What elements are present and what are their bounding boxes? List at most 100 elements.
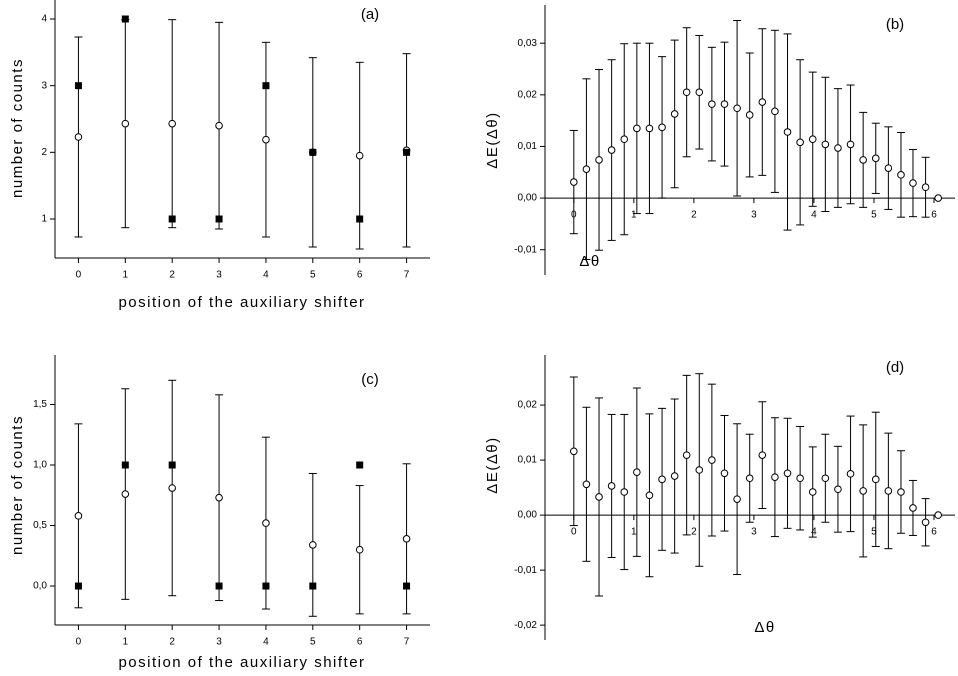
circle-marker — [733, 104, 741, 113]
circle-marker — [909, 179, 917, 187]
circle-marker — [884, 164, 893, 172]
x-tick-label: 6 — [357, 270, 363, 281]
x-tick-label: 3 — [751, 527, 757, 538]
y-tick-label: 0,02 — [518, 89, 538, 100]
x-tick-label: 4 — [811, 210, 817, 221]
y-tick-label: 0,03 — [518, 38, 538, 49]
circle-marker — [745, 474, 754, 483]
x-tick-label: 2 — [691, 527, 697, 538]
circle-marker — [808, 488, 817, 496]
circle-marker — [620, 135, 629, 144]
circle-marker — [834, 485, 842, 494]
circle-marker — [796, 474, 804, 483]
circle-marker — [633, 124, 641, 133]
circle-marker — [168, 119, 176, 128]
circle-marker — [682, 451, 691, 459]
x-tick-label: 4 — [811, 527, 817, 538]
y-tick-label: 0,02 — [518, 400, 538, 411]
circle-marker — [121, 490, 130, 498]
square-marker — [74, 82, 82, 90]
x-tick-label: 2 — [691, 210, 697, 221]
square-marker — [168, 215, 176, 223]
square-marker — [168, 461, 176, 469]
panel-label: (b) — [886, 16, 904, 33]
square-marker — [356, 215, 364, 223]
y-tick-label: 1,5 — [33, 399, 47, 410]
y-tick-label: 1 — [41, 214, 47, 225]
circle-marker — [607, 146, 616, 154]
square-marker — [403, 148, 411, 156]
circle-marker — [570, 178, 578, 186]
circle-marker — [262, 135, 270, 144]
x-tick-label: 0 — [76, 637, 82, 648]
x-axis-label: Δθ — [754, 619, 775, 636]
circle-marker — [897, 488, 905, 496]
y-axis-label: ΔE(Δθ) — [484, 111, 501, 168]
circle-marker — [262, 519, 270, 527]
circle-marker — [708, 100, 716, 108]
circle-marker — [758, 98, 767, 106]
circle-marker — [658, 475, 666, 484]
square-marker — [215, 215, 223, 223]
y-axis-label: number of counts — [9, 415, 26, 555]
circle-marker — [645, 124, 654, 133]
y-tick-label: 1,0 — [33, 460, 47, 471]
square-marker — [403, 582, 411, 590]
circle-marker — [695, 88, 704, 97]
y-tick-label: 3 — [41, 80, 47, 91]
circle-marker — [570, 447, 578, 456]
circle-marker — [215, 493, 223, 502]
circle-marker — [74, 512, 83, 520]
circle-marker — [607, 482, 616, 490]
circle-marker — [884, 487, 893, 495]
circle-marker — [796, 138, 804, 147]
y-tick-label: 0,01 — [518, 455, 538, 466]
square-marker — [74, 582, 82, 590]
panel-label: (d) — [886, 359, 904, 376]
circle-marker — [808, 135, 817, 144]
x-tick-label: 6 — [931, 210, 937, 221]
circle-marker — [859, 487, 867, 495]
x-tick-label: 4 — [263, 637, 269, 648]
square-marker — [121, 15, 129, 23]
y-axis-label: ΔE(Δθ) — [484, 436, 501, 493]
circle-marker — [355, 151, 364, 160]
x-tick-label: 6 — [357, 637, 363, 648]
circle-marker — [309, 541, 317, 549]
circle-marker — [783, 128, 792, 136]
circle-marker — [402, 535, 411, 543]
circle-marker — [670, 472, 679, 480]
y-tick-label: 0,00 — [518, 510, 538, 521]
x-tick-label: 7 — [404, 270, 410, 281]
square-marker — [121, 461, 129, 469]
circle-marker — [859, 156, 867, 164]
circle-marker — [582, 165, 591, 173]
circle-marker — [846, 140, 855, 149]
circle-marker — [682, 88, 691, 97]
y-tick-label: 2 — [41, 147, 47, 158]
x-tick-label: 5 — [871, 210, 877, 221]
x-tick-label: 1 — [631, 527, 637, 538]
y-tick-label: 0,01 — [518, 141, 538, 152]
x-tick-label: 2 — [169, 637, 175, 648]
circle-marker — [620, 488, 629, 496]
circle-marker — [720, 100, 729, 108]
y-tick-label: -0,02 — [514, 620, 537, 631]
circle-marker — [720, 469, 729, 478]
y-tick-label: 0,00 — [518, 193, 538, 204]
circle-marker — [670, 110, 679, 118]
circle-marker — [745, 111, 754, 119]
x-tick-label: 3 — [216, 270, 222, 281]
circle-marker — [921, 183, 930, 192]
y-tick-label: -0,01 — [514, 244, 537, 255]
y-tick-label: 0,0 — [33, 581, 47, 592]
x-tick-label: 1 — [123, 270, 129, 281]
circle-marker — [582, 480, 591, 489]
circle-marker — [595, 493, 603, 501]
circle-marker — [645, 491, 654, 500]
circle-marker — [934, 194, 942, 202]
x-axis-label: Δθ — [579, 253, 600, 270]
circle-marker — [74, 133, 83, 141]
x-tick-label: 5 — [871, 527, 877, 538]
